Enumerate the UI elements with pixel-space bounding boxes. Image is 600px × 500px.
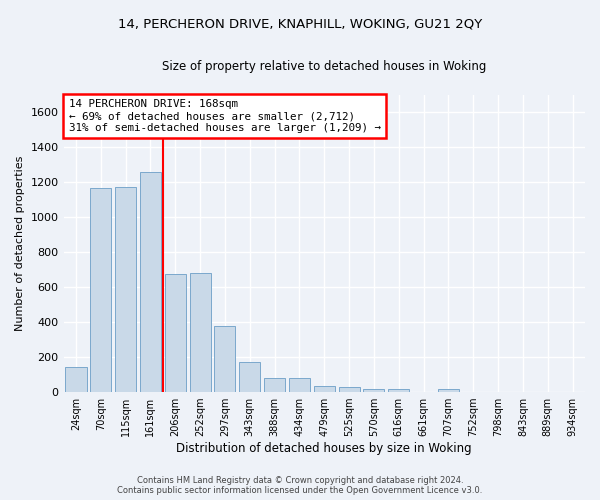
Bar <box>338 387 359 392</box>
Text: 14 PERCHERON DRIVE: 168sqm
← 69% of detached houses are smaller (2,712)
31% of s: 14 PERCHERON DRIVE: 168sqm ← 69% of deta… <box>69 100 381 132</box>
Bar <box>438 390 459 392</box>
Bar <box>90 188 112 392</box>
Bar <box>314 386 335 392</box>
Bar <box>364 388 385 392</box>
Bar <box>140 172 161 392</box>
Bar <box>289 378 310 392</box>
Text: Contains HM Land Registry data © Crown copyright and database right 2024.
Contai: Contains HM Land Registry data © Crown c… <box>118 476 482 495</box>
Y-axis label: Number of detached properties: Number of detached properties <box>15 156 25 331</box>
Bar <box>190 274 211 392</box>
Bar <box>264 378 285 392</box>
Title: Size of property relative to detached houses in Woking: Size of property relative to detached ho… <box>162 60 487 73</box>
Bar <box>165 274 186 392</box>
Bar <box>388 388 409 392</box>
Bar <box>239 362 260 392</box>
Bar <box>115 186 136 392</box>
X-axis label: Distribution of detached houses by size in Woking: Distribution of detached houses by size … <box>176 442 472 455</box>
Text: 14, PERCHERON DRIVE, KNAPHILL, WOKING, GU21 2QY: 14, PERCHERON DRIVE, KNAPHILL, WOKING, G… <box>118 18 482 30</box>
Bar <box>214 326 235 392</box>
Bar <box>65 366 86 392</box>
